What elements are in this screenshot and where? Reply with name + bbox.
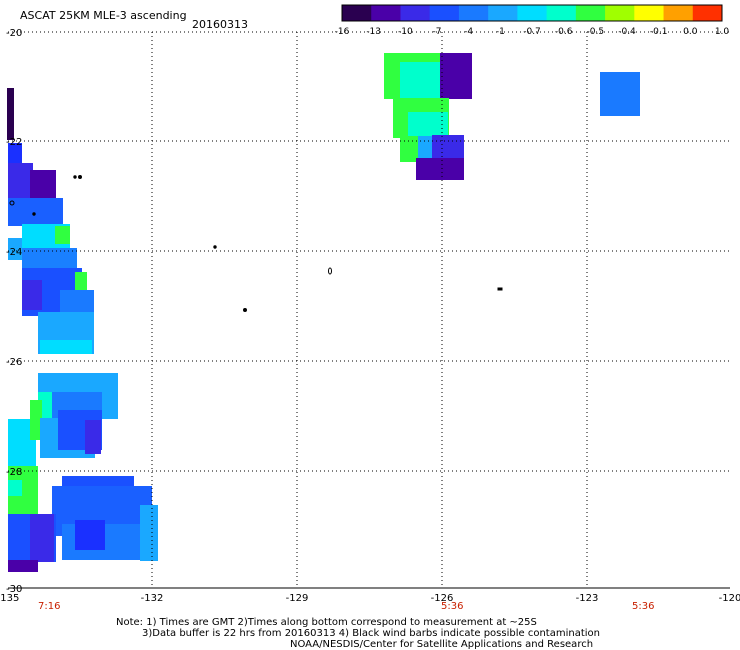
colorbar-label: 0.0 [683, 27, 698, 37]
grid-lines [8, 32, 730, 588]
note-line-2: 3)Data buffer is 22 hrs from 20160313 4)… [142, 628, 600, 639]
swath-cell [85, 420, 101, 454]
colorbar-segment [663, 5, 694, 21]
axes-frame [8, 31, 730, 589]
contamination-marks [9, 175, 503, 312]
swath-cell [416, 158, 464, 180]
colorbar-label: -0.5 [587, 27, 605, 37]
colorbar-segment [575, 5, 606, 21]
note-line-3: NOAA/NESDIS/Center for Satellite Applica… [290, 639, 594, 650]
x-tick-label: -120 [719, 593, 740, 604]
colorbar-segment [342, 5, 372, 21]
axis-labels: -135 -132 -129 -126 -123 -120 -20 -22 -24 -26 -28 -… [0, 28, 740, 604]
x-tick-label: -135 [0, 593, 19, 604]
colorbar-label: -10 [398, 27, 413, 37]
swath-cell [600, 72, 640, 116]
x-tick-label: -132 [141, 593, 164, 604]
colorbar-label: -0.4 [618, 27, 636, 37]
colorbar-label: 1.0 [715, 27, 730, 37]
y-tick-label: -20 [6, 28, 22, 39]
y-tick-label: -26 [6, 357, 22, 368]
swath-cell [432, 135, 464, 161]
swath-cell [8, 560, 38, 572]
time-label-left: 7:16 [38, 601, 61, 612]
colorbar-segment [605, 5, 635, 21]
colorbar-segment [634, 5, 665, 21]
swath-cell [440, 53, 472, 99]
colorbar-label: -16 [335, 27, 350, 37]
colorbar-segment [546, 5, 577, 21]
swath-cell [400, 136, 420, 162]
colorbar-label: -0.6 [555, 27, 573, 37]
y-tick-label: -24 [6, 247, 22, 258]
colorbar-segment [429, 5, 460, 21]
y-tick-label: -28 [6, 467, 22, 478]
x-tick-label: -123 [576, 593, 599, 604]
colorbar-segment [371, 5, 401, 21]
swath-cell [22, 280, 42, 310]
map-date: 20160313 [192, 18, 248, 31]
note-line-1: Note: 1) Times are GMT 2)Times along bot… [116, 617, 537, 628]
time-label-middle: 5:36 [441, 601, 464, 612]
swath-cell [140, 505, 158, 561]
swath-cell [8, 163, 33, 198]
data-swaths [7, 53, 640, 572]
colorbar-label: -13 [366, 27, 381, 37]
colorbar-segment [458, 5, 489, 21]
swath-cell [40, 340, 92, 354]
swath-cell [30, 514, 54, 562]
colorbar-segment [517, 5, 548, 21]
swath-cell [55, 226, 70, 244]
swath-cell [7, 88, 14, 140]
swath-cell [400, 62, 440, 100]
y-tick-label: -22 [6, 137, 22, 148]
colorbar-label: -0.1 [650, 27, 668, 37]
colorbar-segment [692, 5, 723, 21]
swath-cell [8, 143, 22, 163]
colorbar-segment [400, 5, 431, 21]
swath-cell [8, 238, 22, 260]
time-label-right: 5:36 [632, 601, 655, 612]
x-tick-label: -129 [286, 593, 309, 604]
swath-cell [418, 136, 434, 160]
x-tick-label: -126 [431, 593, 454, 604]
swath-cell [75, 272, 87, 292]
swath-cell [22, 248, 77, 270]
y-tick-label: -30 [6, 584, 22, 595]
swath-cell [30, 400, 42, 440]
swath-cell [8, 480, 22, 496]
colorbar-segment [488, 5, 518, 21]
swath-cell [8, 198, 63, 226]
swath-cell [75, 520, 105, 550]
swath-cell [30, 170, 56, 200]
map-title: ASCAT 25KM MLE-3 ascending [20, 9, 187, 22]
colorbar-border [341, 4, 723, 22]
